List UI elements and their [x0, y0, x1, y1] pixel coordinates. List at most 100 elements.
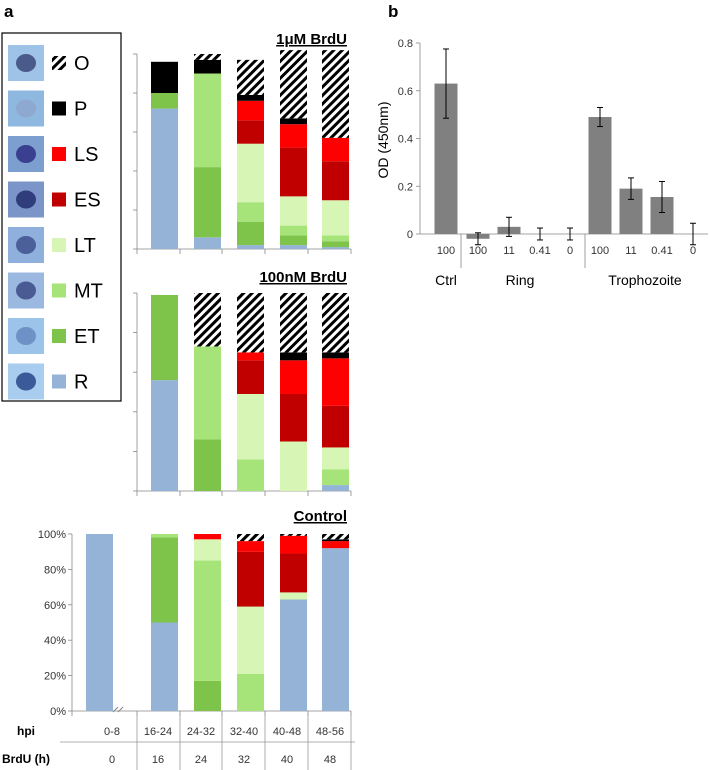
- od-bar-7: [619, 188, 643, 234]
- legend-label-lt: LT: [74, 235, 96, 257]
- bar-segment-et-3: [194, 680, 221, 711]
- bar-segment-lt-5: [322, 200, 349, 236]
- bar-segment-r-1: [151, 380, 178, 491]
- bar-segment-mt-3: [237, 202, 264, 222]
- bar-segment-o-2: [194, 293, 221, 347]
- bar-segment-mt-4: [237, 673, 264, 711]
- bar-segment-mt-2: [151, 534, 178, 538]
- y-tick-label: 0%: [50, 706, 66, 718]
- bar-segment-lt-4: [280, 196, 307, 226]
- bar-segment-r-5: [280, 599, 307, 711]
- bar-segment-o-4: [280, 50, 307, 119]
- od-y-tick-label: 0.2: [398, 181, 413, 193]
- bar-segment-o-5: [322, 293, 349, 353]
- hpi-value: 16-24: [144, 726, 172, 738]
- bar-segment-o-4: [280, 293, 307, 353]
- chart-control: 0% 20% 40% 60% 80% 100%: [38, 529, 352, 718]
- bar-segment-o-3: [237, 59, 264, 95]
- bar-segment-et-5: [322, 241, 349, 248]
- bar-segment-et-1: [151, 93, 178, 109]
- bar-segment-es-5: [280, 553, 307, 593]
- bar-segment-et-3: [237, 221, 264, 246]
- bar-segment-es-4: [280, 147, 307, 197]
- bar-segment-lt-3: [237, 143, 264, 203]
- bar-segment-lt-5: [322, 447, 349, 470]
- y-tick-label: 100%: [38, 529, 66, 541]
- legend-label-r: R: [74, 372, 88, 394]
- bar-segment-ls-5: [322, 358, 349, 406]
- bar-segment-r-1: [86, 534, 113, 711]
- legend-label-mt: MT: [74, 281, 103, 303]
- od-x-tick-label: 11: [503, 245, 514, 257]
- bar-segment-es-5: [322, 161, 349, 201]
- bar-segment-et-1: [151, 294, 178, 381]
- bar-segment-r-4: [280, 245, 307, 249]
- y-tick-label: 40%: [44, 635, 66, 647]
- brdu-value: 24: [195, 754, 207, 766]
- bar-segment-et-2: [194, 167, 221, 238]
- od-x-tick-label: 11: [625, 245, 636, 257]
- legend-swatch-lt: [52, 238, 66, 252]
- bar-segment-mt-4: [280, 225, 307, 236]
- bar-segment-lt-3: [194, 539, 221, 561]
- chart-title-1um: 1μM BrdU: [276, 31, 347, 48]
- bar-segment-p-3: [237, 94, 264, 101]
- legend-swatch-et: [52, 329, 66, 343]
- bar-segment-es-4: [280, 393, 307, 442]
- panel-letter-a: a: [4, 2, 14, 21]
- bar-segment-et-2: [194, 439, 221, 491]
- bar-segment-ls-5: [322, 137, 349, 162]
- bar-segment-r-2: [194, 237, 221, 249]
- legend-cell-nucleus-mt: [16, 281, 36, 300]
- bar-segment-lt-4: [280, 441, 307, 491]
- bar-segment-ls-4: [280, 124, 307, 148]
- bar-segment-r-5: [322, 485, 349, 491]
- bar-segment-p-6: [322, 539, 349, 542]
- bar-segment-es-5: [322, 405, 349, 448]
- od-bar-1: [434, 83, 458, 235]
- legend-swatch-es: [52, 192, 66, 207]
- brdu-label: BrdU (h): [2, 752, 50, 766]
- od-y-axis-label: OD (450nm): [375, 101, 391, 178]
- chart-100nm-brdu: [133, 292, 352, 496]
- od-x-tick-label: 0.41: [529, 245, 550, 257]
- bar-segment-o-3: [237, 293, 264, 353]
- legend-cell-nucleus-p: [16, 99, 36, 118]
- hpi-value: 48-56: [316, 726, 344, 738]
- chart-1um-brdu: [133, 50, 352, 254]
- legend-swatch-mt: [52, 283, 66, 298]
- bar-segment-p-5: [322, 352, 349, 359]
- bar-segment-ls-3: [194, 534, 221, 540]
- bar-segment-r-1: [151, 108, 178, 249]
- bar-segment-et-2: [151, 537, 178, 623]
- od-x-tick-label: 100: [437, 245, 455, 257]
- od-x-tick-label: 0: [690, 245, 696, 257]
- legend-cell-nucleus-ls: [16, 145, 36, 163]
- od-group-label: Ring: [506, 272, 535, 288]
- bar-segment-mt-5: [322, 235, 349, 242]
- bar-segment-p-2: [194, 59, 221, 74]
- bar-segment-es-3: [237, 360, 264, 394]
- od-group-label: Trophozoite: [608, 272, 682, 288]
- hpi-brdu-table: hpi BrdU (h) 0-8 16-24 24-32 32-40 40-48 48-5…: [2, 714, 355, 770]
- legend-label-o: O: [74, 53, 90, 75]
- od-y-tick-label: 0.6: [398, 86, 413, 98]
- bar-segment-ls-4: [237, 541, 264, 552]
- chart-title-100nm: 100nM BrdU: [259, 269, 347, 286]
- hpi-label: hpi: [17, 724, 35, 738]
- y-tick-label: 60%: [44, 600, 66, 612]
- legend-swatch-p: [52, 101, 66, 116]
- legend-cell-nucleus-o: [16, 54, 36, 72]
- brdu-value: 48: [324, 754, 336, 766]
- bar-segment-lt-5: [280, 592, 307, 600]
- bar-segment-r-5: [322, 247, 349, 249]
- bar-segment-p-4: [280, 118, 307, 125]
- od-bar-6: [588, 117, 612, 234]
- y-tick-label: 80%: [44, 564, 66, 576]
- legend-cell-nucleus-lt: [16, 236, 36, 254]
- hpi-value: 24-32: [187, 726, 215, 738]
- legend-label-et: ET: [74, 326, 100, 348]
- od-y-tick-label: 0.4: [398, 134, 413, 146]
- bar-segment-p-1: [151, 61, 178, 93]
- legend-cell-nucleus-es: [16, 190, 36, 209]
